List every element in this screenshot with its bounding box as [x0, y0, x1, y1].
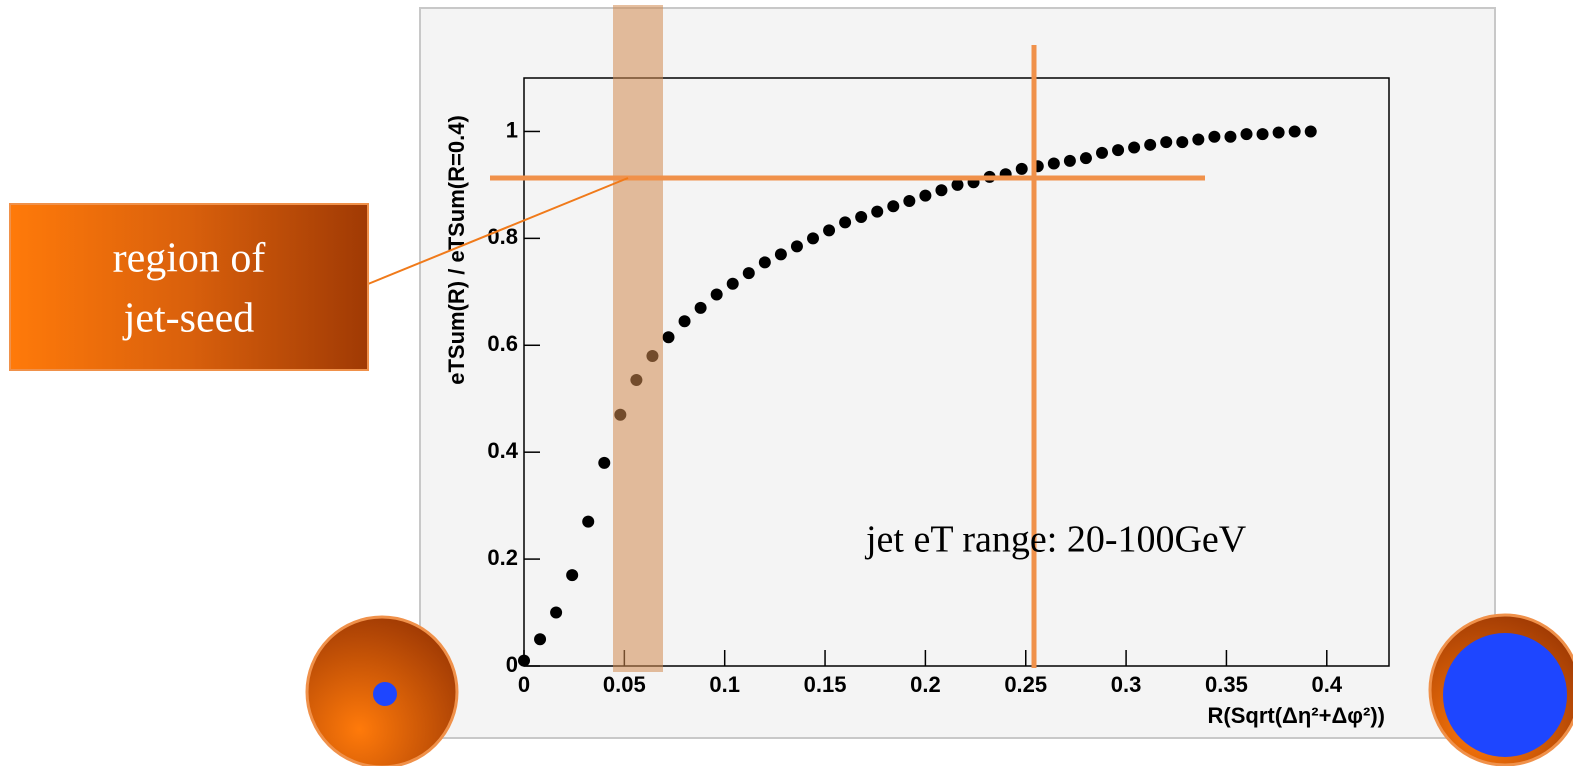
- callout-box: [9, 203, 369, 371]
- data-point: [758, 256, 771, 269]
- cone-core: [1443, 633, 1567, 757]
- x-tick-label: 0.2: [910, 672, 941, 697]
- data-point: [1015, 162, 1028, 175]
- data-point: [694, 301, 707, 314]
- data-point: [774, 248, 787, 261]
- data-point: [1288, 125, 1301, 138]
- data-point: [1144, 138, 1157, 151]
- data-point: [1128, 141, 1141, 154]
- plot: 0 0.05 0.1 0.15 0.2 0.25 0.3 0.35 0.4 0 0.2 0.4 0.6 0…: [487, 77, 1390, 697]
- data-point: [1047, 157, 1060, 170]
- range-annotation: jet eT range: 20-100GeV: [864, 519, 1247, 561]
- data-point: [1224, 130, 1237, 143]
- callout-line: [367, 177, 629, 285]
- highlight-band: [613, 5, 663, 672]
- data-point: [1240, 128, 1253, 141]
- data-point: [1176, 136, 1189, 149]
- data-point: [518, 654, 530, 667]
- data-point: [871, 205, 884, 218]
- x-tick-label: 0: [518, 672, 530, 697]
- data-point: [1063, 154, 1076, 167]
- data-point: [1208, 130, 1221, 143]
- x-tick-label: 0.1: [709, 672, 740, 697]
- x-tick-label: 0.3: [1111, 672, 1142, 697]
- data-point: [903, 194, 916, 207]
- data-point: [710, 288, 723, 301]
- plot-panel: [419, 7, 1496, 739]
- callout-text: region of: [113, 236, 266, 282]
- data-point: [1112, 144, 1125, 157]
- data-point: [534, 633, 547, 646]
- data-point: [855, 210, 868, 223]
- data-point: [1272, 126, 1285, 139]
- callout-text: jet-seed: [122, 296, 255, 342]
- y-tick-label: 1: [506, 117, 518, 142]
- data-point: [1256, 128, 1269, 141]
- data-point: [1160, 136, 1173, 149]
- y-tick-label: 0: [506, 652, 518, 677]
- data-point: [678, 315, 691, 328]
- data-point: [790, 240, 803, 253]
- data-point: [935, 184, 948, 197]
- data-point: [823, 224, 836, 237]
- x-tick-label: 0.15: [804, 672, 847, 697]
- data-point: [839, 216, 852, 229]
- data-point: [919, 189, 932, 202]
- y-tick-label: 0.6: [487, 331, 518, 356]
- x-tick-label: 0.4: [1311, 672, 1342, 697]
- x-axis-title: R(Sqrt(Δη²+Δφ²)): [1208, 703, 1386, 728]
- data-point: [662, 331, 675, 344]
- y-axis-title: eTSum(R) / eTSum(R=0.4): [444, 115, 469, 385]
- data-point: [1192, 133, 1205, 146]
- data-point: [566, 569, 579, 582]
- x-tick-label: 0.35: [1205, 672, 1248, 697]
- data-point: [887, 200, 900, 213]
- data-point: [742, 267, 755, 280]
- data-point: [1079, 152, 1092, 165]
- data-point: [598, 456, 611, 469]
- data-point: [1096, 146, 1109, 159]
- data-point: [807, 232, 820, 245]
- data-point: [951, 178, 964, 191]
- data-point: [1304, 125, 1317, 138]
- y-tick-label: 0.2: [487, 545, 518, 570]
- y-tick-label: 0.4: [487, 438, 518, 463]
- x-tick-label: 0.25: [1004, 672, 1047, 697]
- plot-frame: [523, 77, 1390, 667]
- x-tick-label: 0.05: [603, 672, 646, 697]
- y-tick-label: 0.8: [487, 224, 518, 249]
- data-point: [582, 515, 595, 528]
- data-point: [550, 606, 563, 619]
- cone-core: [373, 682, 397, 706]
- data-point: [726, 277, 739, 290]
